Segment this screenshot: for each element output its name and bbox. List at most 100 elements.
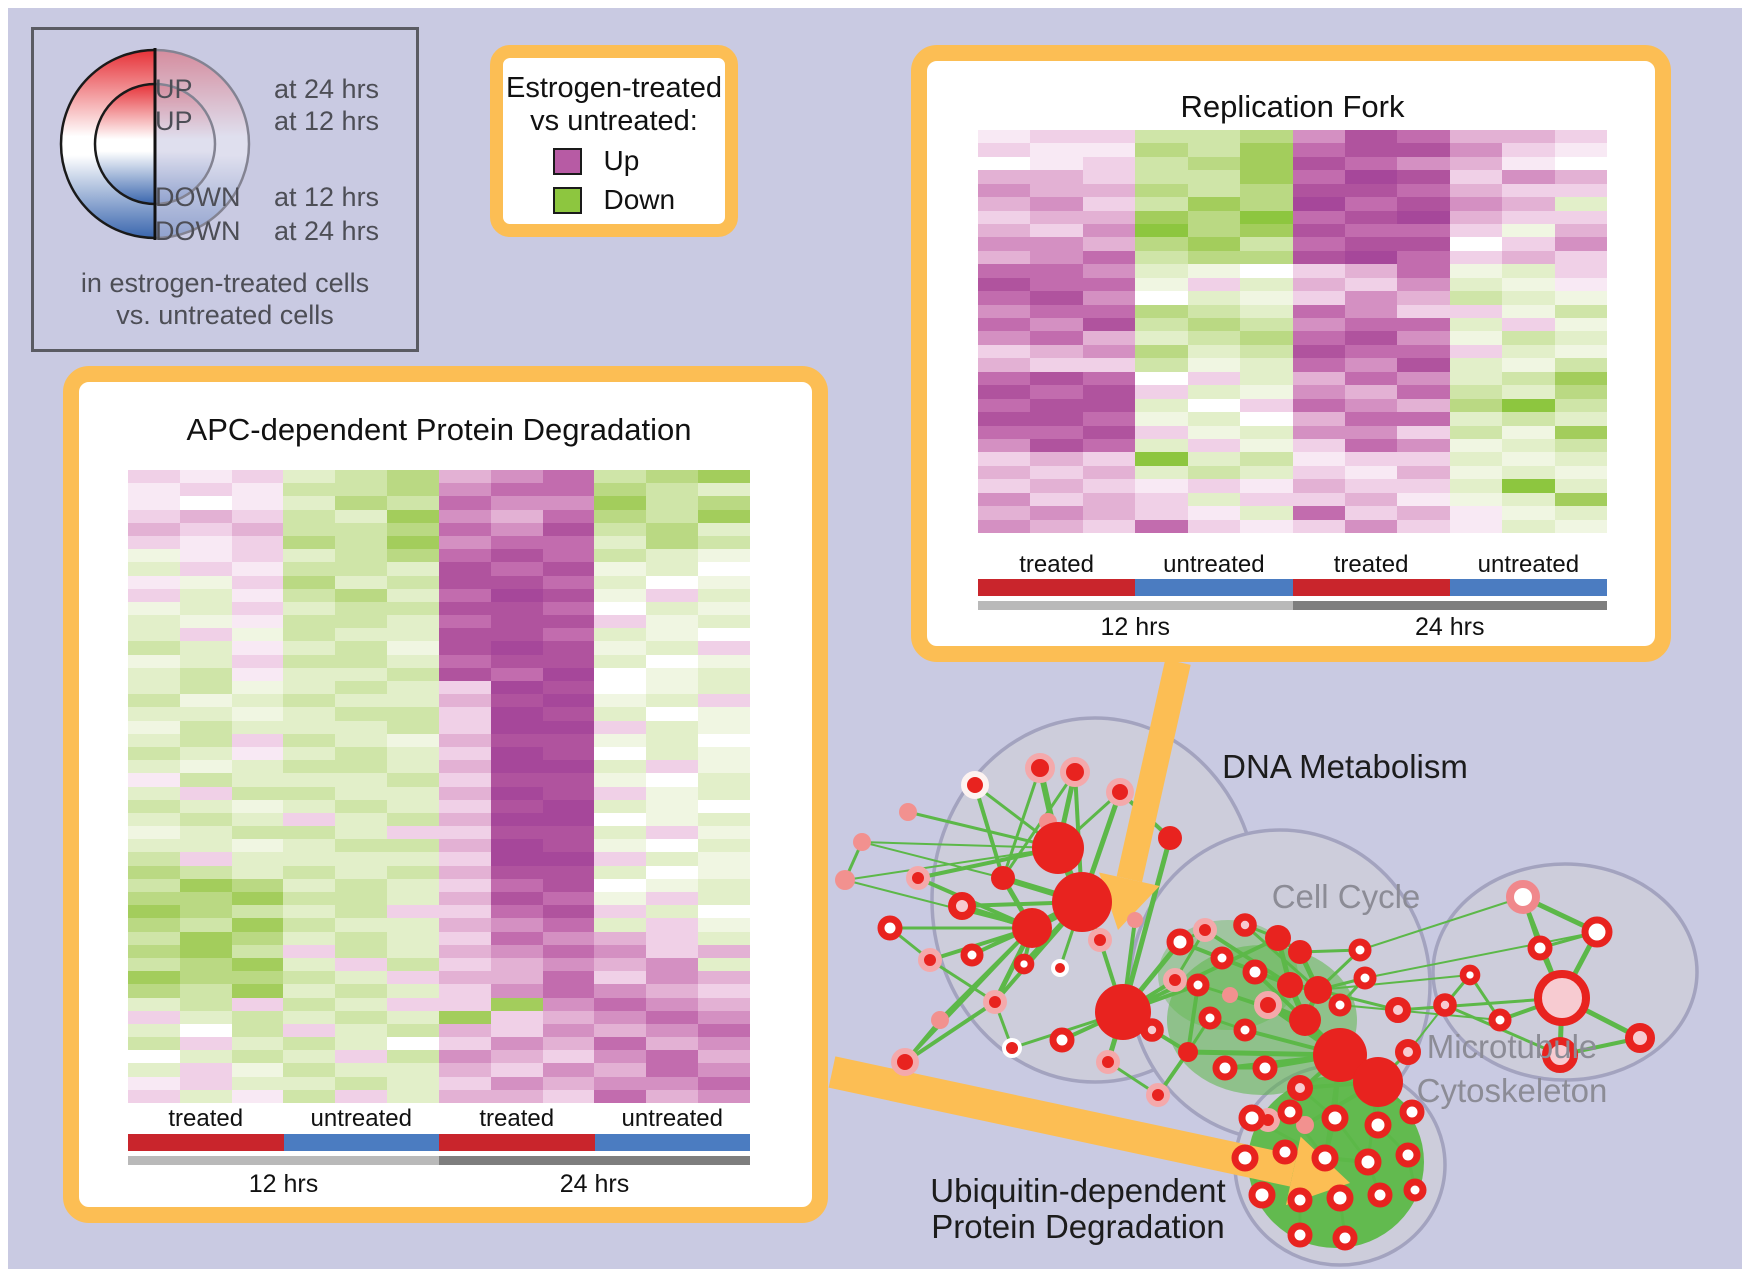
color-key-title-line2: vs untreated: [530, 105, 698, 137]
network-edge [861, 841, 1004, 879]
orange-arrow-shaft [828, 1056, 1297, 1187]
legend-caption-line1: in estrogen-treated cells [80, 268, 370, 298]
network-node-ring [1277, 1099, 1303, 1125]
network-node-ring [1364, 1111, 1392, 1139]
network-node-halo [1096, 1050, 1120, 1074]
network-node-ringpink [1625, 1023, 1655, 1053]
down-label: Down [603, 184, 676, 215]
down-swatch [552, 186, 582, 214]
legend-time-24: at 24 hrs [274, 74, 380, 104]
dna-metabolism-label: DNA Metabolism [1222, 748, 1468, 785]
network-edge [1001, 771, 1077, 879]
rf-time-bars [978, 601, 1607, 610]
network-node-ringpink [1395, 1039, 1421, 1065]
legend-time-12: at 12 hrs [274, 106, 380, 136]
network-node-ringpink [1542, 1037, 1578, 1073]
apc-time-labels: 12 hrs 24 hrs [128, 1170, 750, 1199]
apc-condition-bars [128, 1134, 750, 1151]
network-node-solid [1353, 1057, 1403, 1107]
network-node-ring [1326, 1184, 1354, 1212]
network-node-ring [1395, 1142, 1421, 1168]
network-node-solid [1158, 826, 1182, 850]
network-edge [903, 926, 1034, 1064]
network-node-ringpink [948, 892, 976, 920]
network-node-ring [877, 915, 903, 941]
ring-color-legend: UP at 24 hrs UP at 12 hrs DOWN at 12 hrs… [31, 27, 419, 352]
network-node-halo [1254, 991, 1282, 1019]
network-node-ring [1581, 916, 1613, 948]
network-node-pink [1222, 987, 1238, 1003]
up-label: Up [603, 145, 640, 176]
network-node-halo [891, 1048, 919, 1076]
network-node-halo [906, 866, 930, 890]
network-node-ringpink [1433, 993, 1457, 1017]
orange-arrow-shaft [1116, 659, 1191, 883]
apc-heatmap [128, 470, 750, 1103]
rf-condition-bars [978, 579, 1607, 596]
network-node-ring [1459, 964, 1481, 986]
network-node-ring [1248, 1181, 1276, 1209]
apc-untreated-12: untreated [310, 1105, 412, 1132]
network-node-ring [1287, 1187, 1313, 1213]
network-node-ring [1353, 966, 1377, 990]
up-swatch [552, 147, 582, 175]
rf-time-labels: 12 hrs 24 hrs [978, 613, 1607, 642]
legend-down-24: DOWN [155, 216, 241, 246]
network-node-ring [1287, 1222, 1313, 1248]
network-node-ringpink [1385, 997, 1411, 1023]
network-node-halo [1025, 753, 1055, 783]
network-node-halo [1060, 757, 1090, 787]
network-node-ring [1238, 1104, 1266, 1132]
network-node-ring [1186, 973, 1210, 997]
legend-caption-line2: vs. untreated cells [116, 300, 334, 330]
microtubule-label-line1: Microtubule [1426, 1028, 1598, 1065]
network-node-halo [1088, 928, 1112, 952]
color-key-down-row: Down [503, 184, 725, 216]
apc-degradation-panel: APC-dependent Protein Degradation treate… [63, 366, 828, 1223]
network-node-solid [1313, 1028, 1367, 1082]
network-node-pinkring [1506, 880, 1540, 914]
estrogen-color-key: Estrogen-treated vs untreated: Up Down [490, 45, 738, 237]
network-node-ringpink [1287, 1075, 1313, 1101]
network-node-whitehalo [961, 771, 989, 799]
network-node-dot [1051, 959, 1069, 977]
legend-down-12-time: at 12 hrs [274, 182, 380, 212]
network-node-ring [1252, 1055, 1278, 1081]
network-node-ring [1212, 1055, 1238, 1081]
network-node-ring [960, 943, 984, 967]
network-edge [903, 1000, 997, 1064]
network-node-ring [1013, 953, 1035, 975]
network-node-halo [918, 948, 942, 972]
replication-fork-heatmap [978, 130, 1607, 533]
network-node-solid [991, 866, 1015, 890]
network-node-solid [1032, 822, 1084, 874]
network-node-solid [1304, 976, 1332, 1004]
legend-up-12: UP [155, 106, 193, 136]
network-node-solid [1095, 984, 1151, 1040]
network-node-ring [1311, 1144, 1339, 1172]
replication-fork-panel: Replication Fork treated untreated treat… [911, 45, 1671, 662]
apc-treated-12: treated [168, 1105, 244, 1132]
network-node-ring [1242, 959, 1268, 985]
network-node-ring [1231, 1144, 1259, 1172]
apc-untreated-24: untreated [621, 1105, 723, 1132]
rf-24hrs: 24 hrs [1415, 613, 1485, 641]
apc-group-labels: treated untreated treated untreated [128, 1105, 750, 1133]
network-edge [1203, 928, 1292, 987]
orange-arrow-head [1099, 872, 1160, 930]
network-node-ring [1049, 1027, 1075, 1053]
network-edge [844, 847, 1059, 881]
apc-time-bars [128, 1156, 750, 1165]
network-node-pink [1127, 912, 1143, 928]
network-node-solid [1265, 925, 1291, 951]
cell-cycle-label: Cell Cycle [1271, 878, 1421, 915]
network-node-dot [1002, 1038, 1022, 1058]
network-node-pink [853, 833, 871, 851]
legend-down-12: DOWN [155, 182, 241, 212]
network-node-pink [931, 1011, 949, 1029]
apc-treated-24: treated [479, 1105, 555, 1132]
network-node-pink [835, 870, 855, 890]
network-node-halo [1193, 918, 1217, 942]
network-node-halo [983, 990, 1007, 1014]
